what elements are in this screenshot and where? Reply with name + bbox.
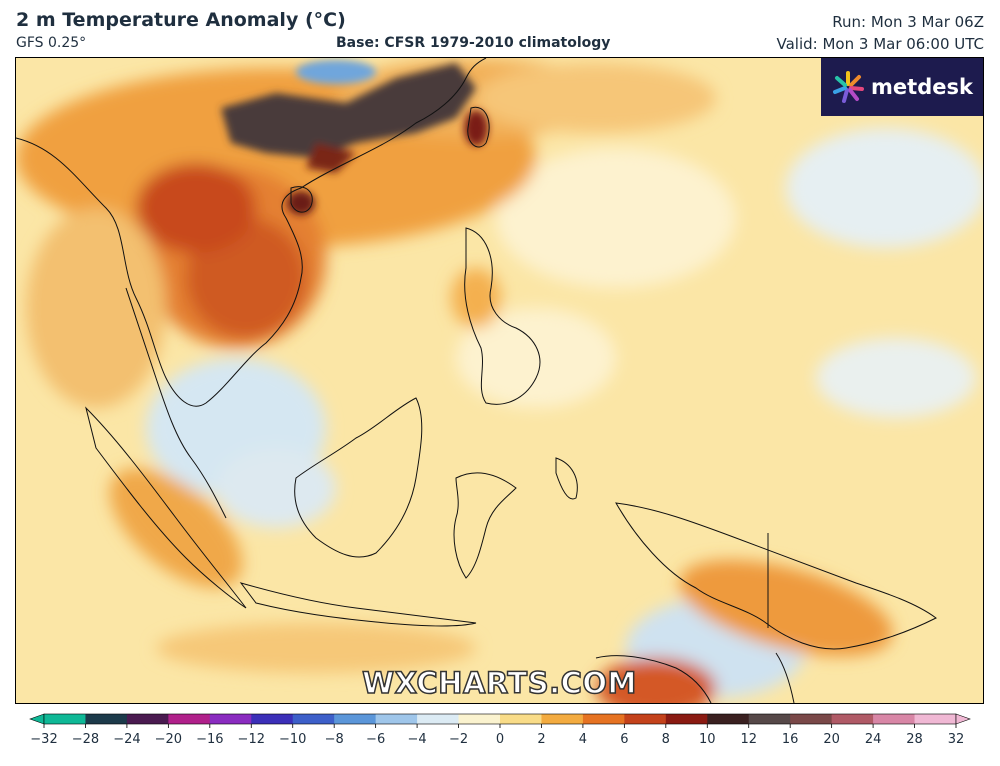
colorbar-segment (914, 714, 957, 724)
colorbar-segment (873, 714, 916, 724)
metdesk-logo: metdesk (821, 58, 983, 116)
colorbar-tick-label: 2 (537, 732, 545, 747)
colorbar-tick-label: 32 (948, 732, 965, 747)
colorbar-segment (790, 714, 833, 724)
colorbar-extend-low (29, 713, 45, 725)
colorbar-tick-label: −28 (72, 732, 99, 747)
colorbar-tick-label: −4 (408, 732, 427, 747)
model-label: GFS 0.25° (16, 35, 87, 51)
colorbar-segment (541, 714, 584, 724)
colorbar-tick-label: 10 (699, 732, 716, 747)
colorbar-segment (624, 714, 667, 724)
colorbar-tick-label: 4 (579, 732, 587, 747)
colorbar-segment (168, 714, 211, 724)
colorbar-tick-label: 20 (823, 732, 840, 747)
valid-time-label: Valid: Mon 3 Mar 06:00 UTC (776, 35, 984, 53)
colorbar-tick-label: −20 (155, 732, 182, 747)
colorbar-segment (831, 714, 874, 724)
metdesk-wordmark: metdesk (871, 75, 973, 99)
wxcharts-watermark: WXCHARTS.COM (361, 665, 637, 701)
colorbar-segment (417, 714, 460, 724)
colorbar-segment (665, 714, 708, 724)
colorbar-tick-label: 8 (662, 732, 670, 747)
metdesk-burst-icon (831, 70, 865, 104)
anomaly-map: metdesk WXCHARTS.COM (15, 57, 984, 704)
colorbar-tick-label: 24 (865, 732, 882, 747)
colorbar-segment (582, 714, 625, 724)
colorbar-tick-label: 16 (782, 732, 799, 747)
colorbar-canvas: −32 −28 −24 −20 −16 −12 −10 −8 −6 −4 −2 0 2 4 6 8 10 12 16… (29, 713, 971, 747)
colorbar-segment (251, 714, 294, 724)
chart-title: 2 m Temperature Anomaly (°C) (16, 9, 346, 31)
map-canvas (16, 58, 983, 703)
colorbar-segment (44, 714, 86, 724)
colorbar-tick-label: −32 (30, 732, 57, 747)
colorbar-segment (500, 714, 542, 724)
colorbar-segment (334, 714, 377, 724)
colorbar-tick-label: −6 (366, 732, 385, 747)
colorbar-tick-label: −24 (113, 732, 140, 747)
colorbar-segment (748, 714, 791, 724)
colorbar-tick-label: 0 (496, 732, 504, 747)
coastlines (16, 58, 937, 703)
colorbar-tick-label: 12 (740, 732, 757, 747)
colorbar-segment (707, 714, 750, 724)
climatology-base-label: Base: CFSR 1979-2010 climatology (336, 35, 611, 51)
colorbar-extend-high (955, 713, 971, 725)
colorbar-tick-label: −12 (238, 732, 265, 747)
colorbar-segment (458, 714, 501, 724)
colorbar: −32 −28 −24 −20 −16 −12 −10 −8 −6 −4 −2 0 2 4 6 8 10 12 16… (0, 708, 1000, 766)
colorbar-tick-label: −10 (279, 732, 306, 747)
colorbar-segment (85, 714, 128, 724)
colorbar-segment (126, 714, 169, 724)
colorbar-tick-label: −16 (196, 732, 223, 747)
colorbar-tick-label: 28 (906, 732, 923, 747)
colorbar-segment (209, 714, 252, 724)
run-time-label: Run: Mon 3 Mar 06Z (832, 13, 984, 31)
colorbar-segment (292, 714, 335, 724)
colorbar-tick-label: −2 (449, 732, 468, 747)
colorbar-segment (375, 714, 418, 724)
colorbar-tick-label: −8 (325, 732, 344, 747)
colorbar-tick-label: 6 (620, 732, 628, 747)
